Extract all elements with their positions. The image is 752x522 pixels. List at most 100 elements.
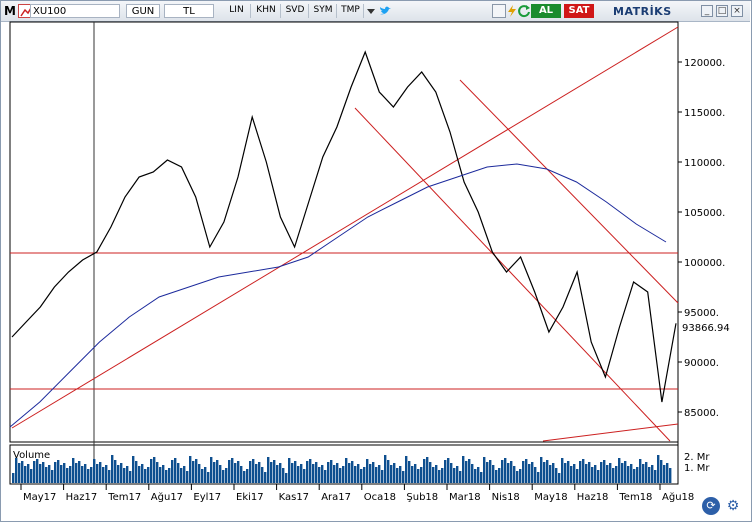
maximize-icon[interactable]: □ bbox=[716, 5, 728, 17]
volume-bar bbox=[48, 465, 51, 483]
volume-bar bbox=[618, 458, 621, 483]
volume-bar bbox=[441, 468, 444, 483]
volume-bar bbox=[477, 467, 480, 483]
svd-button[interactable]: SVD bbox=[282, 4, 309, 18]
volume-bar bbox=[450, 463, 453, 483]
sync-icon[interactable]: ⟳ bbox=[702, 497, 720, 515]
dropdown-arrow-icon[interactable] bbox=[364, 4, 378, 18]
volume-bar bbox=[267, 457, 270, 483]
volume-bar bbox=[435, 465, 438, 483]
volume-bar bbox=[291, 463, 294, 483]
volume-bar bbox=[123, 468, 126, 483]
volume-bar bbox=[615, 466, 618, 483]
volume-bar bbox=[591, 467, 594, 483]
volume-bar bbox=[540, 457, 543, 483]
volume-bar bbox=[54, 462, 57, 483]
volume-bar bbox=[594, 465, 597, 483]
volume-bar bbox=[600, 462, 603, 483]
lightning-icon[interactable] bbox=[505, 4, 519, 18]
volume-bar bbox=[402, 471, 405, 483]
volume-bar bbox=[201, 469, 204, 483]
volume-bar bbox=[36, 459, 39, 483]
volume-bar bbox=[252, 459, 255, 483]
period-button[interactable]: GUN bbox=[126, 4, 160, 18]
settings-square-icon[interactable] bbox=[492, 4, 506, 18]
close-icon[interactable]: × bbox=[731, 5, 743, 17]
volume-bar bbox=[507, 463, 510, 483]
volume-bar bbox=[66, 468, 69, 483]
volume-bar bbox=[354, 466, 357, 483]
refresh-green-icon[interactable] bbox=[517, 4, 531, 18]
volume-bar bbox=[339, 468, 342, 483]
app-logo: M bbox=[4, 4, 16, 18]
volume-bar bbox=[81, 466, 84, 483]
sell-button[interactable]: SAT bbox=[564, 4, 594, 18]
volume-bar bbox=[108, 470, 111, 483]
volume-bar bbox=[156, 462, 159, 483]
volume-bar bbox=[180, 468, 183, 483]
linear-button[interactable]: LIN bbox=[223, 4, 251, 18]
volume-bar bbox=[90, 467, 93, 483]
volume-bar bbox=[261, 467, 264, 483]
currency-button[interactable]: TL bbox=[164, 4, 214, 18]
volume-bar bbox=[357, 464, 360, 483]
volume-bar bbox=[144, 469, 147, 483]
volume-bar bbox=[408, 461, 411, 483]
volume-bar bbox=[288, 458, 291, 483]
x-tick-label: Kas17 bbox=[279, 492, 309, 503]
x-tick-label: Nis18 bbox=[492, 492, 520, 503]
volume-bar bbox=[375, 467, 378, 483]
volume-bar bbox=[456, 466, 459, 483]
khn-button[interactable]: KHN bbox=[252, 4, 281, 18]
x-tick-label: Şub18 bbox=[406, 492, 438, 503]
volume-bar bbox=[522, 461, 525, 483]
volume-bar bbox=[549, 465, 552, 483]
volume-bar bbox=[12, 473, 15, 483]
volume-bar bbox=[399, 466, 402, 483]
symbol-input[interactable]: XU100 bbox=[30, 4, 120, 18]
volume-bar bbox=[525, 459, 528, 483]
volume-bar bbox=[129, 471, 132, 483]
volume-bar bbox=[564, 463, 567, 483]
y-tick-label: 95000. bbox=[684, 308, 719, 319]
x-tick-label: May18 bbox=[534, 492, 567, 503]
volume-bar bbox=[198, 464, 201, 483]
volume-bar bbox=[213, 462, 216, 483]
volume-bar bbox=[381, 470, 384, 483]
volume-bar bbox=[315, 462, 318, 483]
x-tick-label: Mar18 bbox=[449, 492, 481, 503]
volume-bar bbox=[588, 462, 591, 483]
volume-bar bbox=[372, 462, 375, 483]
volume-bar bbox=[321, 465, 324, 483]
volume-bar bbox=[114, 460, 117, 483]
volume-bar bbox=[531, 462, 534, 483]
volume-bar bbox=[168, 468, 171, 483]
volume-bar bbox=[537, 472, 540, 483]
x-tick-label: Haz17 bbox=[66, 492, 98, 503]
volume-axis-ticks: 2. Mr1. Mr bbox=[684, 452, 710, 474]
sym-button[interactable]: SYM bbox=[310, 4, 337, 18]
volume-bar bbox=[336, 463, 339, 483]
volume-bar bbox=[189, 456, 192, 483]
volume-bar bbox=[657, 455, 660, 483]
volume-bar bbox=[63, 463, 66, 483]
volume-bar bbox=[270, 462, 273, 483]
volume-bar bbox=[72, 458, 75, 483]
volume-bar bbox=[222, 470, 225, 483]
volume-bar bbox=[411, 466, 414, 483]
buy-button[interactable]: AL bbox=[531, 4, 561, 18]
minimize-icon[interactable]: _ bbox=[701, 5, 713, 17]
volume-bar bbox=[234, 463, 237, 483]
x-tick-label: Oca18 bbox=[364, 492, 396, 503]
volume-bar bbox=[462, 456, 465, 483]
y-tick-label: 115000. bbox=[684, 108, 725, 119]
volume-bar bbox=[576, 469, 579, 483]
tmp-button[interactable]: TMP bbox=[338, 4, 364, 18]
volume-bar bbox=[654, 470, 657, 483]
y-tick-label: 100000. bbox=[684, 258, 725, 269]
volume-bar bbox=[480, 472, 483, 483]
volume-bar bbox=[327, 462, 330, 483]
twitter-icon[interactable] bbox=[378, 4, 392, 18]
gear-icon[interactable]: ⚙ bbox=[726, 498, 740, 514]
